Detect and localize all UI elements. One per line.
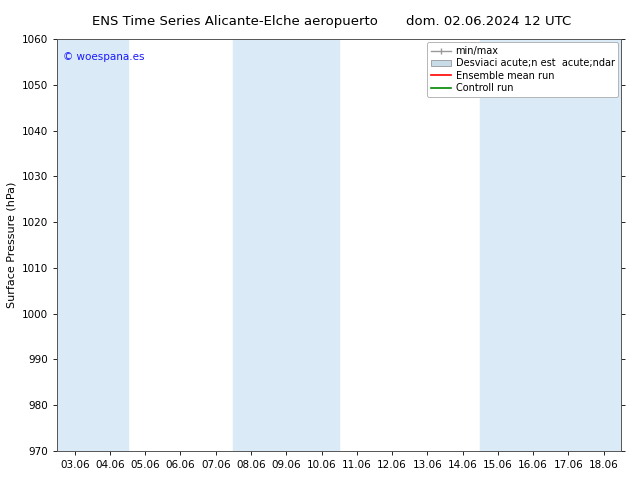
- Legend: min/max, Desviaci acute;n est  acute;ndar, Ensemble mean run, Controll run: min/max, Desviaci acute;n est acute;ndar…: [427, 42, 618, 97]
- Text: dom. 02.06.2024 12 UTC: dom. 02.06.2024 12 UTC: [406, 15, 571, 28]
- Bar: [481, 39, 621, 451]
- Text: ENS Time Series Alicante-Elche aeropuerto: ENS Time Series Alicante-Elche aeropuert…: [92, 15, 377, 28]
- Bar: [57, 39, 127, 451]
- Bar: [233, 39, 339, 451]
- Y-axis label: Surface Pressure (hPa): Surface Pressure (hPa): [6, 182, 16, 308]
- Text: © woespana.es: © woespana.es: [63, 51, 144, 62]
